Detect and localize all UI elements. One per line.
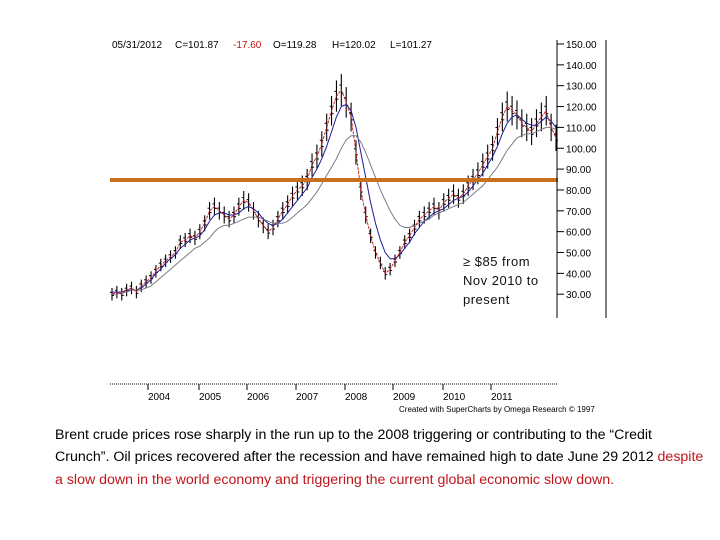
y-tick-label: 130.00 [566, 82, 597, 93]
header-date: 05/31/2012 [112, 40, 162, 51]
x-tick-label: 2011 [491, 392, 513, 403]
chart-header: 05/31/2012 C=101.87 -17.60 O=119.28 H=12… [112, 40, 432, 51]
caption-part-2: despite a slow down in the world economy… [55, 449, 704, 488]
price-annotation: ≥ $85 from Nov 2010 to present [463, 252, 553, 309]
y-tick-label: 90.00 [566, 165, 591, 176]
x-tick-label: 2007 [296, 392, 319, 403]
y-tick-label: 110.00 [566, 123, 596, 134]
header-low: L=101.27 [390, 40, 432, 51]
y-tick-label: 150.00 [566, 40, 597, 51]
moving-average-blue-line [112, 103, 557, 293]
annotation-line-3: present [463, 292, 510, 307]
header-close: C=101.87 [175, 40, 219, 51]
plot-area [110, 73, 558, 301]
chart-credit: Created with SuperCharts by Omega Resear… [399, 405, 595, 414]
x-tick-label: 2004 [148, 392, 171, 403]
annotation-line-2: Nov 2010 to [463, 273, 539, 288]
x-tick-label: 2010 [443, 392, 466, 403]
header-high: H=120.02 [332, 40, 376, 51]
x-tick-label: 2005 [199, 392, 222, 403]
x-tick-label: 2009 [393, 392, 416, 403]
y-tick-label: 50.00 [566, 249, 591, 260]
y-tick-label: 100.00 [566, 144, 597, 155]
x-tick-label: 2006 [247, 392, 270, 403]
y-tick-label: 140.00 [566, 61, 597, 72]
moving-average-gray-line [112, 126, 557, 295]
x-axis-ticks: 2004 2005 2006 2007 2008 2009 2010 2011 [147, 384, 513, 403]
caption-part-1: Brent crude prices rose sharply in the r… [55, 427, 658, 466]
y-tick-label: 30.00 [566, 290, 591, 301]
annotation-line-1: ≥ $85 from [463, 254, 531, 269]
y-axis-ticks: 150.00 140.00 130.00 120.00 110.00 100.00 90.0… [557, 40, 597, 301]
header-change: -17.60 [233, 40, 262, 51]
y-tick-label: 120.00 [566, 103, 597, 114]
y-tick-label: 80.00 [566, 186, 591, 197]
caption-text: Brent crude prices rose sharply in the r… [55, 424, 710, 491]
y-tick-label: 60.00 [566, 228, 591, 239]
moving-average-red-line [111, 89, 557, 295]
y-tick-label: 40.00 [566, 269, 591, 280]
x-tick-label: 2008 [345, 392, 368, 403]
oil-price-chart: 05/31/2012 C=101.87 -17.60 O=119.28 H=12… [110, 40, 607, 414]
y-tick-label: 70.00 [566, 207, 591, 218]
header-open: O=119.28 [273, 40, 317, 51]
